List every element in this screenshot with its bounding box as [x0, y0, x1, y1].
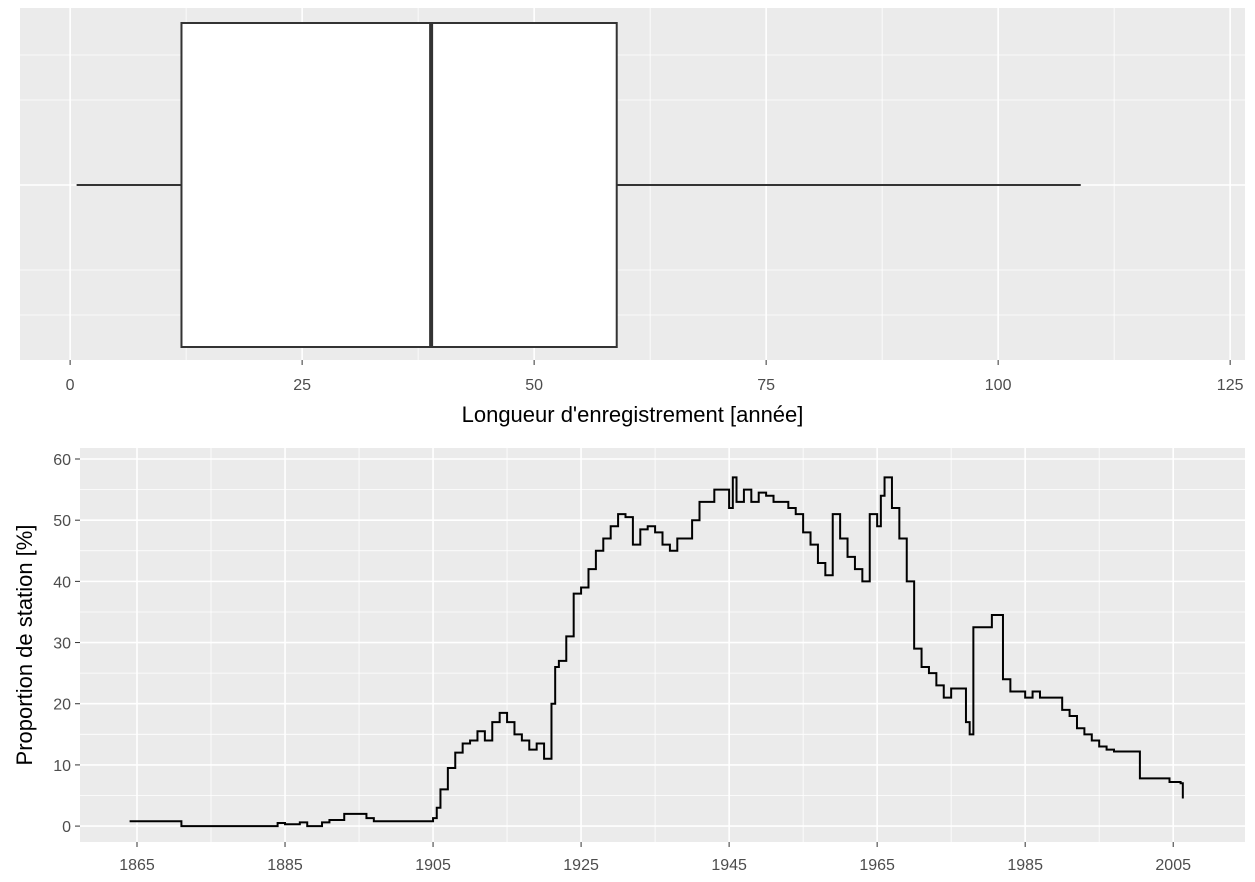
x-tick-label: 125	[1217, 377, 1244, 394]
x-tick-label: 1925	[563, 857, 599, 874]
x-tick-label: 50	[525, 377, 543, 394]
x-tick-label: 75	[757, 377, 775, 394]
y-tick-label: 50	[53, 513, 71, 530]
y-tick-label: 0	[62, 819, 71, 836]
x-axis-label: Longueur d'enregistrement [année]	[462, 402, 804, 427]
x-tick-label: 100	[985, 377, 1012, 394]
y-axis-label: Proportion de station [%]	[12, 525, 37, 766]
y-tick-label: 40	[53, 574, 71, 591]
y-tick-label: 10	[53, 758, 71, 775]
panel	[80, 448, 1245, 842]
x-tick-label: 1985	[1007, 857, 1043, 874]
x-tick-label: 1865	[119, 857, 155, 874]
x-tick-label: 0	[66, 377, 75, 394]
x-tick-label: 1945	[711, 857, 747, 874]
data-line	[129, 476, 1184, 828]
x-tick-label: 1905	[415, 857, 451, 874]
x-tick-label: 25	[293, 377, 311, 394]
x-tick-label: 1965	[859, 857, 895, 874]
x-tick-label: 2005	[1155, 857, 1191, 874]
box	[180, 22, 618, 348]
y-tick-label: 60	[53, 452, 71, 469]
x-tick-label: 1885	[267, 857, 303, 874]
y-tick-label: 20	[53, 697, 71, 714]
y-tick-label: 30	[53, 636, 71, 653]
